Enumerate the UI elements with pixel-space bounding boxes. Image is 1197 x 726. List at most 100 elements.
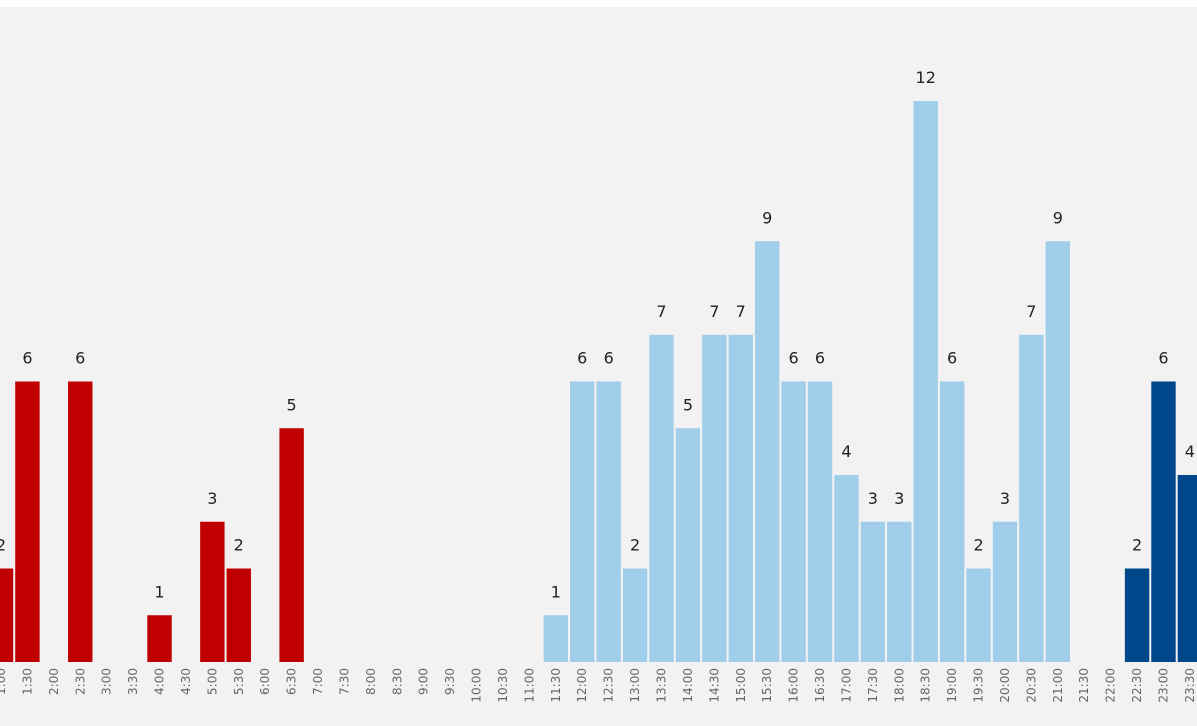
value-label: 7 <box>709 302 719 321</box>
x-tick-label: 18:30 <box>919 668 933 703</box>
x-tick-label: 10:30 <box>496 668 510 703</box>
x-tick-label: 18:00 <box>892 668 906 703</box>
value-label: 6 <box>789 349 799 368</box>
x-tick-label: 8:00 <box>364 668 378 695</box>
bar <box>992 521 1018 662</box>
value-label: 6 <box>947 349 957 368</box>
x-tick-label: 12:30 <box>602 668 616 703</box>
value-label: 12 <box>916 68 936 87</box>
bar <box>939 381 965 662</box>
value-label: 9 <box>1053 208 1063 227</box>
value-label: 4 <box>841 442 851 461</box>
x-tick-label: 3:30 <box>126 668 140 695</box>
value-label: 6 <box>815 349 825 368</box>
bar <box>860 521 886 662</box>
x-tick-label: 20:30 <box>1024 668 1038 703</box>
bar <box>0 568 14 662</box>
x-tick-label: 15:30 <box>760 668 774 703</box>
bar <box>728 334 753 662</box>
value-label: 6 <box>1158 349 1168 368</box>
bar <box>596 381 621 662</box>
bar <box>1045 241 1070 662</box>
value-label: 2 <box>234 536 244 555</box>
x-tick-label: 16:00 <box>787 668 801 703</box>
bar <box>1019 334 1044 662</box>
x-tick-label: 8:30 <box>390 668 404 695</box>
x-tick-label: 19:00 <box>945 668 959 703</box>
bar <box>226 568 251 662</box>
x-tick-label: 4:30 <box>179 668 193 695</box>
value-label: 2 <box>973 536 983 555</box>
x-tick-label: 17:30 <box>866 668 880 703</box>
value-label: 2 <box>0 536 6 555</box>
x-tick-label: 13:00 <box>628 668 642 703</box>
x-tick-label: 5:00 <box>205 668 219 695</box>
x-tick-label: 6:30 <box>285 668 299 695</box>
x-tick-label: 6:00 <box>258 668 272 695</box>
value-label: 9 <box>762 208 772 227</box>
bar <box>15 381 40 662</box>
x-tick-label: 5:30 <box>232 668 246 695</box>
x-tick-label: 9:30 <box>443 668 457 695</box>
value-label: 7 <box>736 302 746 321</box>
bar <box>675 428 701 662</box>
bar <box>570 381 595 662</box>
value-label: 3 <box>868 489 878 508</box>
value-label: 5 <box>287 395 297 414</box>
value-label: 3 <box>207 489 217 508</box>
bar <box>887 521 912 662</box>
bar <box>834 475 859 662</box>
x-tick-label: 4:00 <box>153 668 167 695</box>
x-tick-label: 23:30 <box>1183 668 1197 703</box>
value-label: 6 <box>22 349 32 368</box>
x-tick-label: 1:30 <box>20 668 34 695</box>
x-tick-label: 3:00 <box>100 668 114 695</box>
x-tick-label: 19:30 <box>972 668 986 703</box>
value-label: 6 <box>604 349 614 368</box>
x-tick-label: 7:30 <box>337 668 351 695</box>
bar <box>781 381 806 662</box>
x-tick-label: 13:30 <box>655 668 669 703</box>
bar <box>1151 381 1176 662</box>
x-tick-label: 21:30 <box>1077 668 1091 703</box>
x-tick-label: 11:30 <box>549 668 563 703</box>
bar <box>1177 475 1197 662</box>
bar <box>68 381 93 662</box>
bar <box>147 615 172 662</box>
bar <box>200 521 225 662</box>
value-label: 4 <box>1185 442 1195 461</box>
bar <box>754 241 780 662</box>
x-tick-label: 2:30 <box>73 668 87 695</box>
value-label: 7 <box>1026 302 1036 321</box>
bar <box>543 615 569 662</box>
bar <box>807 381 833 662</box>
x-tick-label: 21:00 <box>1051 668 1065 703</box>
x-tick-label: 2:00 <box>47 668 61 695</box>
value-label: 7 <box>656 302 666 321</box>
x-tick-label: 12:00 <box>575 668 589 703</box>
value-label: 3 <box>1000 489 1010 508</box>
x-tick-label: 7:00 <box>311 668 325 695</box>
x-tick-label: 10:00 <box>470 668 484 703</box>
bar <box>702 334 727 662</box>
bar <box>966 568 991 662</box>
x-tick-label: 22:30 <box>1130 668 1144 703</box>
bar <box>622 568 648 662</box>
bar <box>1124 568 1150 662</box>
bar <box>649 334 674 662</box>
x-tick-label: 11:00 <box>522 668 536 703</box>
x-tick-label: 16:30 <box>813 668 827 703</box>
x-tick-label: 22:00 <box>1104 668 1118 703</box>
value-label: 6 <box>75 349 85 368</box>
value-label: 2 <box>630 536 640 555</box>
x-tick-label: 9:00 <box>417 668 431 695</box>
value-label: 5 <box>683 395 693 414</box>
x-tick-label: 23:00 <box>1156 668 1170 703</box>
value-label: 1 <box>154 582 164 601</box>
x-tick-label: 15:00 <box>734 668 748 703</box>
value-label: 3 <box>894 489 904 508</box>
value-label: 1 <box>551 582 561 601</box>
value-label: 2 <box>1132 536 1142 555</box>
